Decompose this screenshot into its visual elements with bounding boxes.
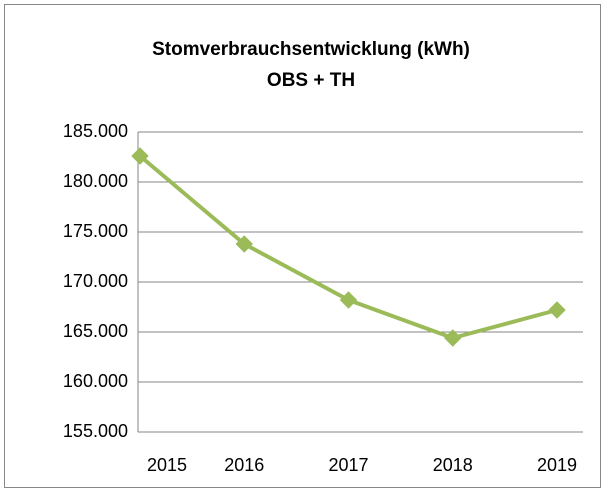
chart-title: Stomverbrauchsentwicklung (kWh) xyxy=(152,39,470,60)
x-tick-label: 2016 xyxy=(224,455,264,475)
data-point xyxy=(548,301,566,319)
y-tick-label: 170.000 xyxy=(63,271,128,291)
chart-subtitle: OBS + TH xyxy=(267,70,355,91)
x-tick-label: 2017 xyxy=(328,455,368,475)
data-point xyxy=(131,147,149,165)
y-tick-label: 160.000 xyxy=(63,371,128,391)
data-point xyxy=(339,291,358,309)
x-tick-label: 2018 xyxy=(433,455,473,475)
y-tick-label: 185.000 xyxy=(63,121,128,141)
y-tick-label: 180.000 xyxy=(63,171,128,191)
chart-border xyxy=(4,4,601,488)
x-tick-label: 2019 xyxy=(537,455,577,475)
data-point xyxy=(235,235,253,253)
data-point xyxy=(444,329,462,347)
y-tick-label: 175.000 xyxy=(63,221,128,241)
y-tick-label: 155.000 xyxy=(63,421,128,441)
x-tick-label: 2015 xyxy=(147,455,187,475)
y-tick-label: 165.000 xyxy=(63,321,128,341)
